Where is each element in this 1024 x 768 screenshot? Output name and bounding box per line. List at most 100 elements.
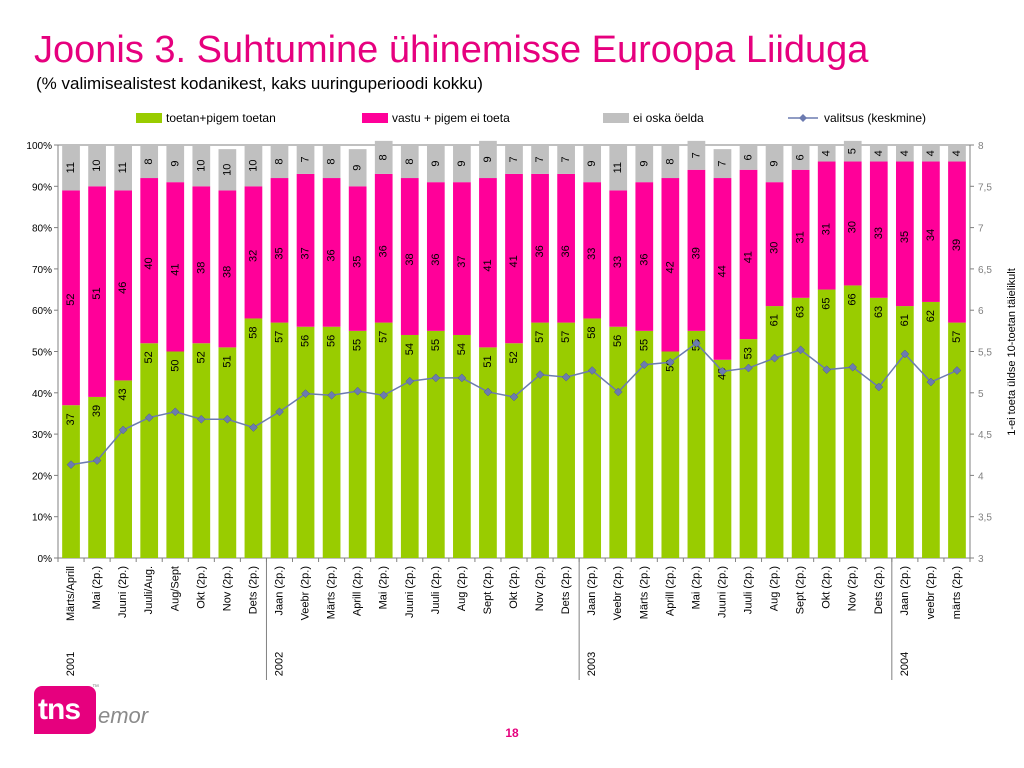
y-right-tick-label-5: 5,5	[978, 348, 992, 359]
bar-label-support-3: 52	[143, 351, 155, 363]
bar-dontknow-1	[88, 145, 106, 187]
bar-label-dontknow-10: 8	[326, 158, 338, 164]
bar-label-against-31: 33	[873, 227, 885, 239]
bar-label-support-17: 52	[508, 351, 520, 363]
mean-marker-22	[639, 360, 649, 370]
x-tick-label-11: Aprill (2p.)	[352, 566, 364, 616]
x-labels-group: Märts/Aprill Mai (2p.) Juuni (2p.) Juuli/Au…	[65, 566, 963, 621]
bar-label-dontknow-0: 11	[65, 162, 77, 173]
bar-dontknow-8	[270, 145, 289, 179]
x-tick-label-3: Juuli/Aug.	[143, 566, 155, 614]
x-tick-label-27: Aug (2p.)	[769, 566, 781, 611]
bar-dontknow-26	[739, 145, 758, 170]
bar-label-support-20: 58	[586, 326, 598, 338]
mean-marker-1	[92, 456, 102, 465]
mean-marker-33	[926, 377, 936, 387]
y-right-tick-label-6: 6	[978, 306, 984, 317]
bar-label-support-18: 57	[534, 331, 546, 343]
bar-against-17	[505, 173, 523, 344]
bar-label-against-7: 32	[247, 250, 259, 262]
bar-label-dontknow-3: 8	[143, 158, 155, 164]
x-tick-label-23: Aprill (2p.)	[664, 566, 676, 616]
bar-label-against-15: 37	[456, 256, 468, 268]
bar-label-support-14: 55	[430, 339, 442, 351]
y-left-tick-label-7: 70%	[32, 265, 52, 276]
bar-support-25	[713, 359, 732, 558]
bar-label-against-27: 30	[769, 242, 781, 254]
bar-label-against-23: 42	[664, 261, 676, 273]
logo-emor-text: emor	[98, 703, 149, 728]
bar-support-22	[635, 330, 654, 558]
bar-label-support-22: 55	[638, 339, 650, 351]
bar-label-against-5: 38	[195, 262, 207, 274]
bar-dontknow-5	[192, 145, 211, 187]
bar-label-support-33: 62	[925, 310, 937, 322]
bar-dontknow-2	[114, 145, 132, 191]
bar-label-against-17: 41	[508, 255, 520, 267]
bar-against-21	[609, 190, 628, 327]
year-label-2004: 2004	[899, 652, 911, 676]
x-tick-label-10: Märts (2p.)	[326, 566, 338, 619]
bar-dontknow-19	[557, 145, 575, 174]
bar-support-7	[244, 318, 263, 558]
bar-against-26	[739, 169, 758, 340]
y-right-tick-label-0: 3	[978, 554, 984, 565]
bar-label-against-8: 35	[273, 247, 285, 259]
bar-support-8	[270, 322, 289, 558]
legend-label-support: toetan+pigem toetan	[166, 111, 276, 125]
mean-marker-15	[457, 373, 467, 383]
mean-marker-19	[561, 372, 571, 382]
bar-label-against-9: 37	[300, 247, 312, 259]
bar-label-dontknow-16: 9	[482, 156, 494, 162]
x-tick-label-2: Juuni (2p.)	[117, 566, 129, 618]
x-tick-label-25: Juuni (2p.)	[716, 566, 728, 618]
bar-label-dontknow-31: 4	[873, 150, 885, 156]
bar-label-dontknow-8: 8	[273, 158, 285, 164]
stacked-bar-chart: toetan+pigem toetan vastu + pigem ei toet…	[26, 111, 1018, 680]
bar-dontknow-28	[791, 145, 810, 170]
bar-dontknow-7	[244, 145, 263, 187]
bar-label-dontknow-9: 7	[300, 156, 312, 162]
mean-marker-20	[587, 366, 597, 375]
bar-label-against-18: 36	[534, 245, 546, 257]
bar-support-10	[322, 326, 341, 558]
mean-marker-30	[848, 362, 858, 372]
bar-dontknow-0	[62, 145, 80, 191]
x-tick-label-30: Nov (2p.)	[847, 566, 859, 611]
legend-label-against: vastu + pigem ei toeta	[392, 111, 510, 125]
y-right-tick-label-8: 7	[978, 224, 984, 235]
bar-dontknow-3	[140, 145, 159, 179]
mean-marker-23	[665, 357, 675, 367]
mean-marker-34	[952, 366, 962, 375]
bar-label-support-13: 54	[404, 343, 416, 355]
bar-against-3	[140, 178, 159, 344]
x-tick-label-8: Jaan (2p.)	[273, 566, 285, 616]
bar-label-against-33: 34	[925, 229, 937, 241]
bar-label-against-29: 31	[821, 223, 833, 235]
page-title: Joonis 3. Suhtumine ühinemisse Euroopa L…	[34, 29, 869, 71]
bar-label-dontknow-21: 11	[612, 162, 624, 173]
bar-dontknow-31	[869, 145, 888, 162]
x-tick-label-22: Märts (2p.)	[638, 566, 650, 619]
bar-label-dontknow-18: 7	[534, 156, 546, 162]
bar-label-dontknow-5: 10	[195, 160, 207, 172]
mean-marker-4	[170, 407, 180, 417]
bar-label-dontknow-27: 9	[769, 161, 781, 167]
year-label-2003: 2003	[586, 652, 598, 676]
bar-label-against-21: 33	[612, 256, 624, 268]
bar-dontknow-4	[166, 145, 185, 183]
x-tick-label-12: Mai (2p.)	[378, 566, 390, 609]
mean-marker-12	[379, 390, 389, 400]
bar-label-dontknow-29: 4	[821, 150, 833, 156]
bar-label-support-19: 57	[560, 331, 572, 343]
mean-marker-7	[249, 423, 258, 432]
bar-against-2	[114, 190, 132, 381]
bar-label-against-14: 36	[430, 254, 442, 266]
bar-label-support-32: 61	[899, 314, 911, 326]
mean-marker-3	[144, 413, 154, 422]
bar-label-dontknow-24: 7	[690, 152, 702, 158]
legend-swatch-support	[136, 113, 162, 123]
bar-label-dontknow-28: 6	[795, 154, 807, 160]
logo-trademark: ™	[92, 684, 99, 691]
bar-label-support-15: 54	[456, 343, 468, 355]
